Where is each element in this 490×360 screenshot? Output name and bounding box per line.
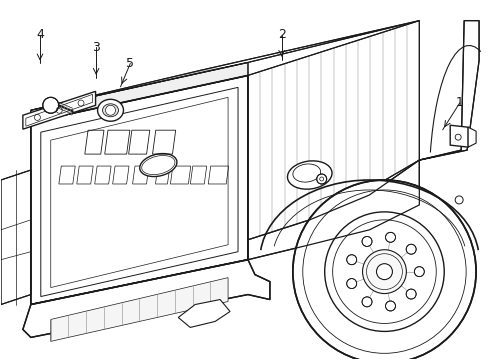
Circle shape [406,244,416,254]
Circle shape [376,264,392,280]
Text: 5: 5 [126,57,134,70]
Circle shape [43,97,59,113]
Text: 4: 4 [36,28,44,41]
Polygon shape [23,260,270,337]
Polygon shape [248,21,419,260]
Ellipse shape [140,154,177,176]
Circle shape [363,250,406,293]
Circle shape [362,297,372,307]
Polygon shape [419,21,479,160]
Ellipse shape [102,104,119,117]
Circle shape [347,255,357,265]
Ellipse shape [288,161,332,189]
Polygon shape [31,21,419,110]
Polygon shape [248,160,419,260]
Polygon shape [51,278,228,341]
Circle shape [362,237,372,247]
Polygon shape [450,125,468,147]
Circle shape [386,232,395,242]
Polygon shape [31,62,248,122]
Polygon shape [178,300,230,328]
Circle shape [317,174,327,184]
Circle shape [406,289,416,299]
Polygon shape [468,127,476,147]
Polygon shape [1,170,31,305]
Circle shape [293,180,476,360]
Circle shape [347,279,357,289]
Circle shape [415,267,424,276]
Polygon shape [31,75,248,305]
Circle shape [105,105,116,115]
Text: 2: 2 [278,28,286,41]
Text: 3: 3 [92,41,100,54]
Text: 1: 1 [456,96,464,109]
Circle shape [386,301,395,311]
Ellipse shape [98,99,123,121]
Polygon shape [23,91,96,129]
